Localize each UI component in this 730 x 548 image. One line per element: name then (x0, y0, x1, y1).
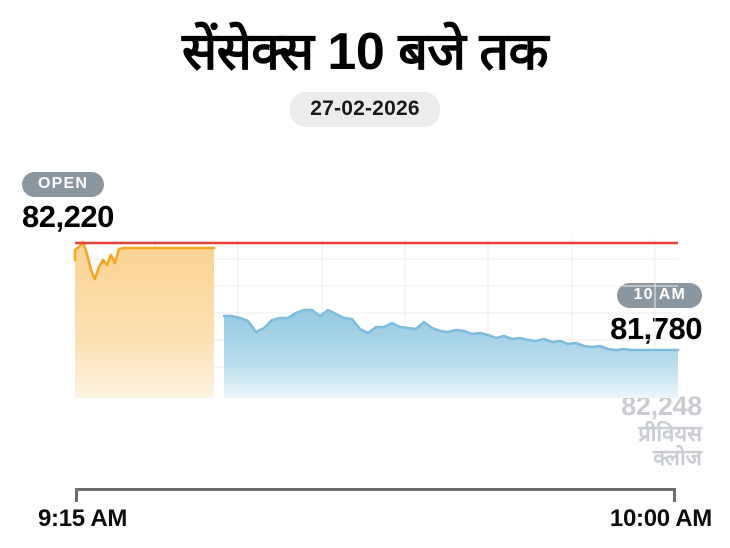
open-marker: OPEN 82,220 (22, 172, 114, 234)
current-pill-label: 10 AM (617, 283, 702, 308)
current-marker: 10 AM 81,780 (610, 283, 702, 346)
open-pill-label: OPEN (22, 172, 105, 197)
x-axis-line (75, 488, 676, 491)
x-axis-bracket (75, 488, 676, 502)
sensex-area-chart (73, 238, 680, 398)
x-axis-tick-end (673, 488, 676, 502)
x-axis-label-end: 10:00 AM (609, 505, 712, 532)
current-segment-area (224, 310, 678, 398)
previous-close-label-line2: क्लोज (653, 444, 702, 470)
open-segment-line (73, 240, 216, 281)
open-segment-area (75, 242, 214, 398)
current-segment-line (222, 308, 680, 352)
previous-close-label-line1: प्रीवियस (638, 421, 702, 447)
x-axis-tick-start (75, 488, 78, 502)
open-value: 82,220 (22, 199, 114, 234)
date-badge: 27-02-2026 (290, 92, 440, 127)
page-title: सेंसेक्स 10 बजे तक (181, 23, 549, 81)
current-value: 81,780 (610, 311, 702, 346)
header: सेंसेक्स 10 बजे तक 27-02-2026 (0, 0, 730, 127)
x-axis-labels: 9:15 AM 10:00 AM (0, 505, 730, 539)
date-pill-container: 27-02-2026 (0, 92, 730, 127)
x-axis-label-start: 9:15 AM (38, 505, 128, 532)
